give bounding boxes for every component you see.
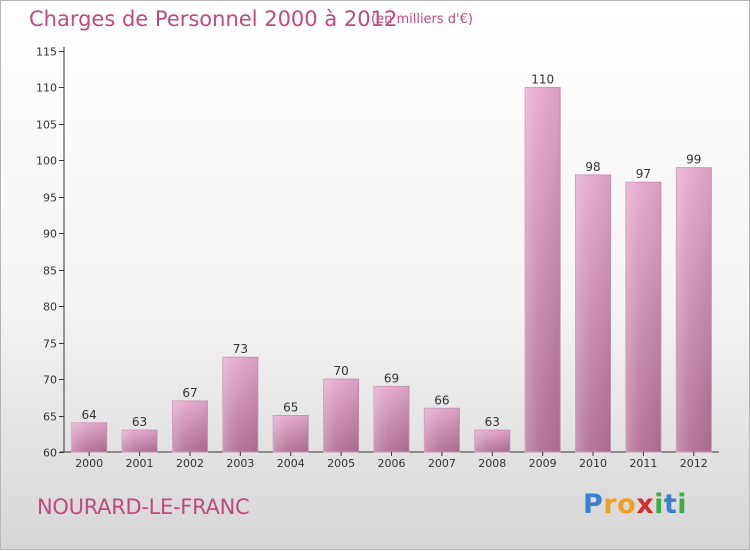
x-tick-label: 2006 [378,457,406,470]
x-tick-label: 2005 [327,457,355,470]
bar-value-label: 97 [636,167,651,181]
bar-shine [222,357,258,452]
x-tick-label: 2010 [579,457,607,470]
bar-value-label: 63 [132,415,147,429]
bar-value-label: 110 [531,72,554,86]
logo-letter: x [636,489,655,520]
y-tick-label: 110 [36,82,57,95]
bar-shine [273,415,309,452]
bar-shine [424,408,460,452]
logo-letter: o [617,489,637,520]
bar-value-label: 99 [686,153,701,167]
bar-shine [474,430,510,452]
y-tick-label: 80 [43,301,57,314]
y-tick-label: 95 [43,192,57,205]
logo-letter: i [654,489,664,520]
x-tick-label: 2007 [428,457,456,470]
x-tick-label: 2001 [126,457,154,470]
chart-unit: (en milliers d'€) [371,12,473,27]
logo-letter: t [663,489,678,520]
x-tick-label: 2012 [680,457,708,470]
bar-value-label: 73 [233,342,248,356]
bar-value-label: 63 [485,415,500,429]
x-tick-label: 2003 [226,457,254,470]
y-tick-label: 100 [36,155,57,168]
city-name: NOURARD-LE-FRANC [37,495,250,519]
bar-value-label: 69 [384,371,399,385]
y-tick-label: 65 [43,411,57,424]
chart-title: Charges de Personnel 2000 à 2012 [29,7,398,31]
bar-value-label: 67 [182,386,197,400]
bar-shine [172,400,208,452]
logo-letter: i [677,489,688,520]
bar-shine [575,174,611,453]
y-tick-label: 90 [43,228,57,241]
bar-value-label: 64 [82,408,97,422]
x-tick-label: 2004 [277,457,305,470]
bar-shine [323,379,359,452]
bar-shine [525,87,561,453]
bar-shine [71,422,107,452]
y-tick-label: 75 [43,338,57,351]
bar-shine [625,182,661,452]
x-tick-label: 2011 [629,457,657,470]
x-tick-label: 2002 [176,457,204,470]
y-tick-label: 115 [36,46,57,59]
x-tick-label: 2009 [529,457,557,470]
bar-value-label: 70 [333,364,348,378]
bar-shine [122,430,158,452]
x-tick-label: 2000 [75,457,103,470]
bar-shine [676,167,712,452]
bar-value-label: 65 [283,401,298,415]
proxiti-logo: Proxiti [583,489,687,520]
bar-value-label: 98 [585,160,600,174]
bar-value-label: 66 [434,393,449,407]
logo-letter: r [603,489,618,520]
y-tick-label: 70 [43,374,57,387]
y-tick-label: 60 [43,447,57,460]
logo-letter: P [583,489,604,520]
bar-shine [374,386,409,452]
y-tick-label: 85 [43,265,57,278]
y-tick-label: 105 [36,119,57,132]
x-tick-label: 2008 [478,457,506,470]
